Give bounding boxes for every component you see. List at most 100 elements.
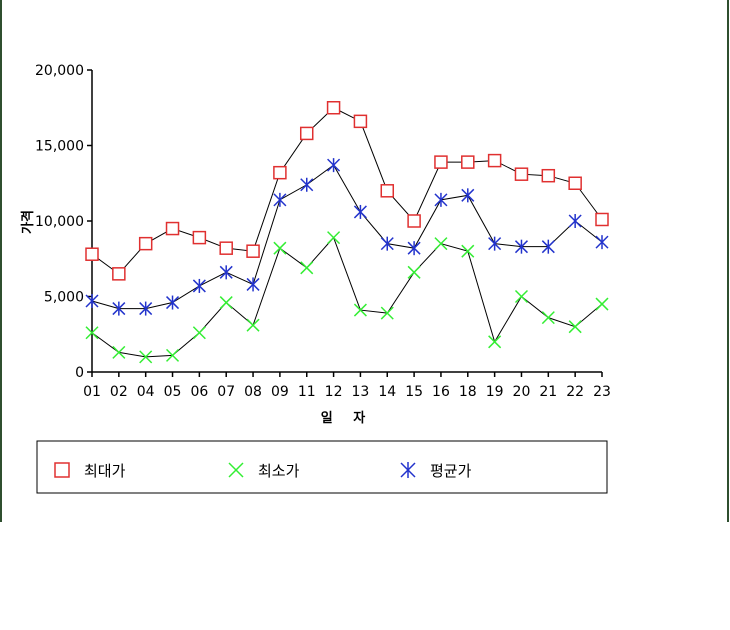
data-point-3 [541, 239, 555, 254]
y-tick-group: 0 5,000 10,000 15,000 20,000 [35, 63, 92, 381]
data-point-1 [326, 101, 341, 115]
x-tick-label: 06 [190, 384, 208, 400]
data-point-1 [192, 230, 207, 245]
data-point-2 [434, 237, 448, 251]
data-point-1 [487, 153, 502, 168]
data-point-1 [353, 114, 368, 129]
data-point-1 [246, 244, 260, 258]
data-point-3 [219, 265, 233, 280]
data-point-1 [299, 126, 314, 141]
data-point-2 [85, 326, 99, 340]
data-point-3 [568, 214, 582, 228]
data-point-3 [353, 204, 367, 219]
data-point-2 [380, 306, 394, 320]
x-tick-label: 23 [593, 384, 611, 400]
x-tick-label: 14 [378, 384, 396, 400]
x-tick-label: 22 [566, 384, 584, 400]
data-point-3 [246, 277, 260, 292]
legend-marker-3 [400, 462, 416, 478]
data-point-3 [192, 278, 206, 293]
data-point-3 [380, 236, 394, 251]
data-point-3 [165, 295, 180, 310]
data-point-1 [434, 155, 448, 169]
x-tick-label: 11 [298, 384, 316, 400]
legend: 최대가 최소가 평균가 [54, 462, 472, 480]
data-point-3 [514, 239, 529, 254]
data-point-3 [461, 188, 475, 203]
x-tick-label: 16 [432, 384, 450, 400]
data-point-1 [165, 221, 180, 236]
x-tick-label: 01 [83, 384, 101, 400]
data-point-2 [139, 350, 153, 364]
x-tick-label: 08 [244, 384, 262, 400]
x-tick-label: 18 [459, 384, 477, 400]
data-point-1 [112, 267, 126, 281]
x-tick-label: 20 [513, 384, 531, 400]
data-point-1 [568, 176, 582, 190]
data-point-2 [219, 296, 233, 310]
series-layer [85, 101, 609, 364]
data-point-2 [541, 311, 555, 325]
x-tick-label: 19 [486, 384, 504, 400]
data-point-2 [273, 241, 287, 255]
data-point-3 [300, 177, 314, 192]
data-point-3 [327, 158, 341, 173]
x-tick-label: 15 [405, 384, 423, 400]
y-tick-label: 15,000 [35, 139, 84, 155]
data-point-1 [138, 236, 153, 251]
y-axis-title: 가격 [21, 210, 36, 234]
y-tick-label: 5,000 [44, 290, 84, 306]
data-point-2 [112, 345, 126, 359]
data-point-1 [541, 168, 556, 183]
data-point-2 [595, 297, 609, 311]
x-axis-title: 일 자 [321, 411, 373, 426]
y-tick-label: 20,000 [35, 63, 84, 79]
data-point-2 [192, 326, 206, 340]
data-point-3 [434, 192, 448, 207]
x-tick-label: 13 [352, 384, 370, 400]
y-tick-label: 0 [75, 365, 84, 381]
data-point-1 [380, 184, 395, 198]
x-tick-label: 02 [110, 384, 128, 400]
x-tick-label: 21 [539, 384, 557, 400]
data-point-1 [595, 212, 609, 227]
data-point-2 [514, 289, 529, 304]
x-tick-label: 07 [217, 384, 235, 400]
data-point-2 [327, 231, 341, 245]
data-point-2 [246, 318, 260, 332]
legend-marker-2 [228, 462, 244, 478]
data-point-2 [300, 261, 314, 275]
x-tick-label: 04 [137, 384, 155, 400]
series-line-2 [91, 236, 603, 358]
legend-marker-1 [54, 462, 70, 478]
data-point-3 [488, 236, 502, 251]
data-point-2 [353, 303, 367, 317]
data-point-2 [488, 335, 502, 349]
legend-label-3: 평균가 [430, 462, 472, 480]
series-line-1 [91, 107, 603, 275]
data-point-1 [85, 247, 99, 261]
x-tick-label: 05 [164, 384, 182, 400]
data-point-2 [407, 265, 421, 279]
data-point-3 [595, 235, 609, 250]
legend-box [36, 440, 608, 494]
x-tick-label: 12 [325, 384, 343, 400]
data-point-1 [407, 214, 421, 228]
legend-label-1: 최대가 [84, 462, 126, 480]
data-point-3 [407, 241, 421, 256]
x-tick-group: 01 02 04 05 06 07 08 09 11 12 13 14 15 16 18 19 20 21 22 23 [83, 372, 611, 400]
data-point-1 [461, 155, 475, 169]
data-point-1 [514, 167, 529, 181]
data-point-3 [85, 294, 99, 309]
data-point-3 [139, 301, 153, 316]
data-point-3 [112, 301, 126, 316]
data-point-2 [568, 320, 582, 334]
series-line-3 [91, 164, 603, 310]
y-tick-label: 10,000 [35, 214, 84, 230]
data-point-2 [461, 244, 475, 258]
data-point-2 [165, 348, 180, 362]
legend-label-2: 최소가 [258, 462, 300, 480]
data-point-1 [219, 241, 233, 255]
